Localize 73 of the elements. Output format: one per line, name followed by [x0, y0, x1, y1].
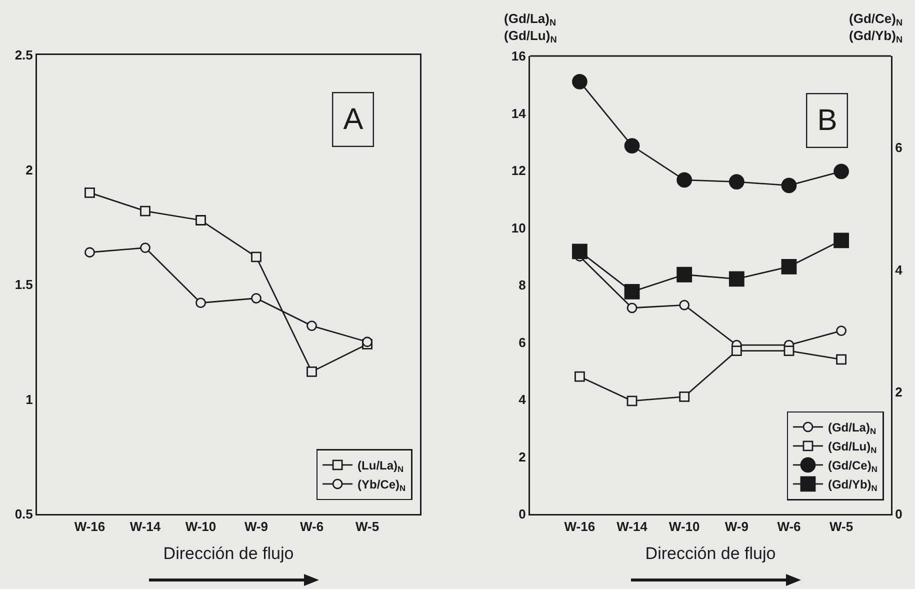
point	[834, 232, 849, 248]
point	[676, 172, 692, 188]
point	[572, 244, 588, 260]
point	[626, 396, 638, 406]
point	[836, 354, 846, 365]
point	[781, 178, 797, 194]
x-axis-title: Dirección de flujo	[163, 544, 294, 564]
point	[676, 266, 692, 282]
x-tick-label: W-16	[74, 519, 106, 534]
y-tick-label: 0.5	[14, 506, 33, 522]
x-tick-label: W-14	[130, 519, 162, 534]
point	[836, 326, 846, 336]
y-tick-label: 8	[518, 278, 526, 293]
point	[84, 188, 95, 198]
point	[626, 302, 638, 314]
y-tick-label: 2.5	[14, 48, 33, 63]
x-tick-label: W-16	[564, 519, 596, 534]
point	[196, 298, 206, 308]
legend-label: (Yb/Ce)$_{N}$	[358, 478, 406, 494]
legend-label: (Gd/Ce)$_{N}$	[828, 458, 878, 474]
y2-tick-label: 0	[895, 506, 902, 522]
point	[624, 284, 640, 300]
point	[306, 320, 317, 332]
y-tick-label: 16	[511, 48, 526, 64]
y-tick-label: 1.5	[14, 277, 33, 292]
y2-tick-label: 4	[895, 262, 904, 278]
point	[140, 206, 150, 216]
y-tick-label: 14	[511, 106, 527, 121]
point	[140, 242, 150, 253]
x-axis-title: Dirección de flujo	[645, 544, 776, 564]
point	[624, 138, 640, 154]
y-tick-label: 6	[518, 334, 526, 350]
point	[834, 164, 849, 180]
y-axis-title: (Gd/La)$_{N}$ (Gd/Lu)$_{N}$	[504, 11, 557, 45]
point	[251, 252, 262, 262]
x-tick-label: W-14	[616, 519, 648, 534]
y-tick-label: 10	[511, 220, 526, 236]
point	[251, 293, 262, 304]
point	[728, 174, 744, 190]
x-tick-label: W-6	[777, 519, 801, 534]
text: A	[343, 103, 364, 136]
y2-tick-label: 2	[895, 384, 902, 400]
point	[679, 391, 690, 402]
point	[679, 300, 690, 310]
legend-label: (Gd/Yb)$_{N}$	[828, 478, 878, 494]
point	[784, 346, 794, 356]
point	[196, 215, 206, 226]
legend-label: (Gd/La)$_{N}$	[828, 420, 876, 436]
x-tick-label: W-6	[300, 519, 324, 534]
point	[781, 258, 797, 274]
point	[728, 271, 744, 287]
y-tick-label: 0	[518, 506, 526, 522]
y2-axis-title: (Gd/Ce)$_{N}$ (Gd/Yb)$_{N}$	[849, 11, 903, 45]
point	[84, 247, 95, 258]
y-tick-label: 4	[518, 392, 527, 408]
point	[731, 346, 742, 356]
y-tick-label: 2	[518, 449, 526, 464]
x-tick-label: W-9	[244, 519, 268, 534]
point	[572, 74, 588, 90]
x-tick-label: W-5	[830, 519, 854, 534]
x-tick-label: W-10	[668, 519, 700, 534]
point	[306, 366, 317, 377]
y-tick-label: 12	[511, 163, 526, 178]
y-tick-label: 2	[26, 162, 33, 178]
x-tick-label: W-9	[724, 519, 748, 534]
y2-tick-label: 6	[895, 140, 902, 156]
legend-label: (Lu/La)$_{N}$	[358, 458, 404, 474]
text: B	[817, 104, 838, 138]
point	[574, 371, 585, 382]
legend-label: (Gd/Lu)$_{N}$	[828, 440, 877, 456]
x-tick-label: W-5	[355, 519, 380, 534]
y-tick-label: 1	[26, 392, 33, 407]
x-tick-label: W-10	[185, 519, 216, 534]
